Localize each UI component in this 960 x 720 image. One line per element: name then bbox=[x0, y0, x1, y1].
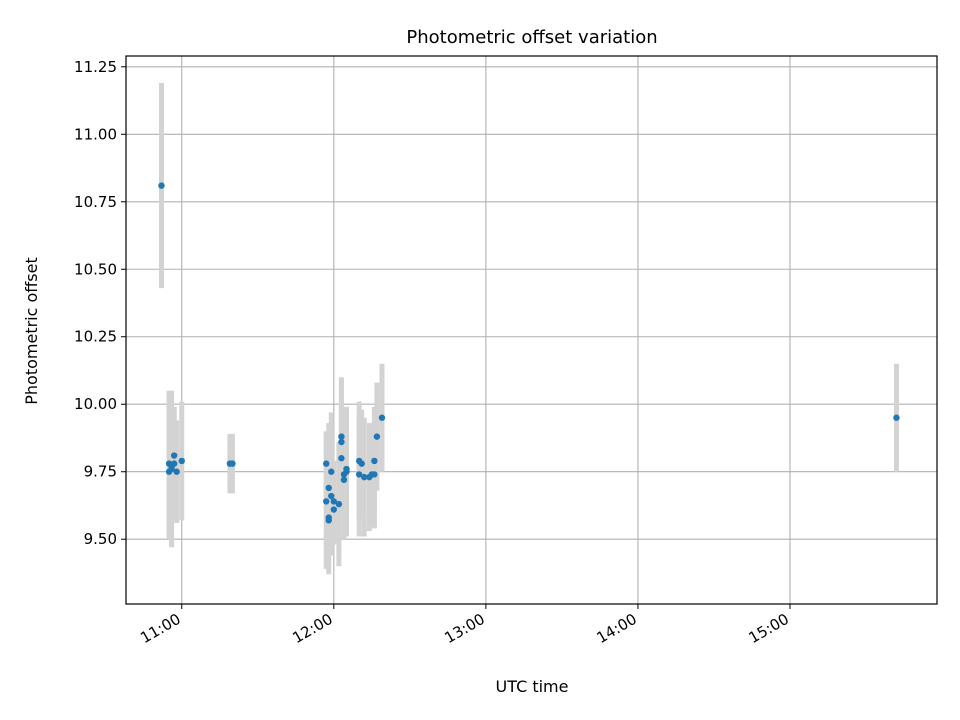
data-point bbox=[340, 476, 348, 484]
y-tick-label: 10.50 bbox=[74, 260, 117, 278]
data-point bbox=[358, 460, 365, 467]
data-point bbox=[229, 460, 236, 467]
data-point bbox=[335, 500, 343, 508]
grid bbox=[126, 56, 937, 604]
data-point bbox=[373, 433, 381, 440]
axes-frame bbox=[125, 55, 938, 605]
data-point bbox=[325, 484, 332, 492]
y-axis-ticks: 9.50 9.75 10.00 10.25 10.50 10.75 11.00 11.25 bbox=[74, 58, 126, 548]
data-point bbox=[330, 506, 338, 513]
data-point bbox=[178, 457, 185, 465]
y-tick-label: 10.25 bbox=[74, 328, 117, 346]
data-point bbox=[338, 433, 345, 440]
data-point bbox=[338, 438, 345, 446]
chart-title: Photometric offset variation bbox=[406, 27, 657, 48]
data-point bbox=[361, 473, 368, 481]
data-point bbox=[371, 457, 378, 465]
x-axis-label: UTC time bbox=[496, 677, 569, 696]
data-point bbox=[355, 471, 363, 478]
data-point bbox=[378, 414, 386, 421]
y-tick-label: 9.50 bbox=[84, 530, 117, 548]
data-point bbox=[325, 517, 332, 524]
data-point bbox=[328, 468, 335, 475]
data-points bbox=[158, 182, 900, 524]
data-point bbox=[893, 414, 900, 421]
y-tick-label: 10.00 bbox=[74, 395, 117, 413]
data-point bbox=[323, 498, 330, 505]
data-point bbox=[343, 465, 350, 473]
data-point bbox=[328, 492, 335, 500]
y-tick-label: 11.00 bbox=[74, 125, 117, 143]
data-point bbox=[173, 468, 180, 475]
y-axis-label: Photometric offset bbox=[22, 257, 41, 405]
data-point bbox=[338, 455, 345, 462]
y-tick-label: 10.75 bbox=[74, 193, 117, 211]
data-point bbox=[170, 460, 178, 467]
y-tick-label: 11.25 bbox=[74, 58, 117, 76]
data-point bbox=[371, 471, 378, 478]
data-point bbox=[158, 182, 165, 189]
y-tick-label: 9.75 bbox=[84, 463, 117, 481]
data-point bbox=[323, 460, 330, 467]
data-point bbox=[330, 498, 338, 505]
data-point bbox=[170, 452, 178, 459]
